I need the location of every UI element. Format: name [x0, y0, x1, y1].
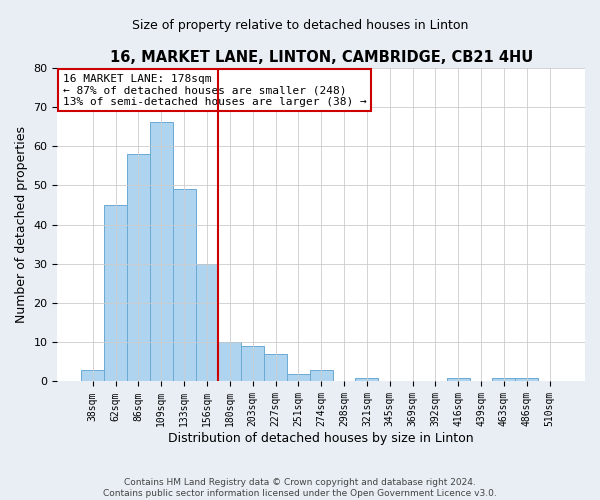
Bar [127, 154, 150, 382]
Title: 16, MARKET LANE, LINTON, CAMBRIDGE, CB21 4HU: 16, MARKET LANE, LINTON, CAMBRIDGE, CB21… [110, 50, 533, 65]
X-axis label: Distribution of detached houses by size in Linton: Distribution of detached houses by size … [169, 432, 474, 445]
Bar [355, 378, 379, 382]
Bar [104, 205, 127, 382]
Bar [287, 374, 310, 382]
Bar [82, 370, 104, 382]
Bar [218, 342, 241, 382]
Bar [241, 346, 264, 382]
Text: Contains HM Land Registry data © Crown copyright and database right 2024.
Contai: Contains HM Land Registry data © Crown c… [103, 478, 497, 498]
Bar [173, 189, 196, 382]
Text: Size of property relative to detached houses in Linton: Size of property relative to detached ho… [132, 20, 468, 32]
Bar [310, 370, 332, 382]
Text: 16 MARKET LANE: 178sqm
← 87% of detached houses are smaller (248)
13% of semi-de: 16 MARKET LANE: 178sqm ← 87% of detached… [62, 74, 367, 107]
Bar [150, 122, 173, 382]
Bar [515, 378, 538, 382]
Y-axis label: Number of detached properties: Number of detached properties [15, 126, 28, 323]
Bar [264, 354, 287, 382]
Bar [196, 264, 218, 382]
Bar [447, 378, 470, 382]
Bar [493, 378, 515, 382]
